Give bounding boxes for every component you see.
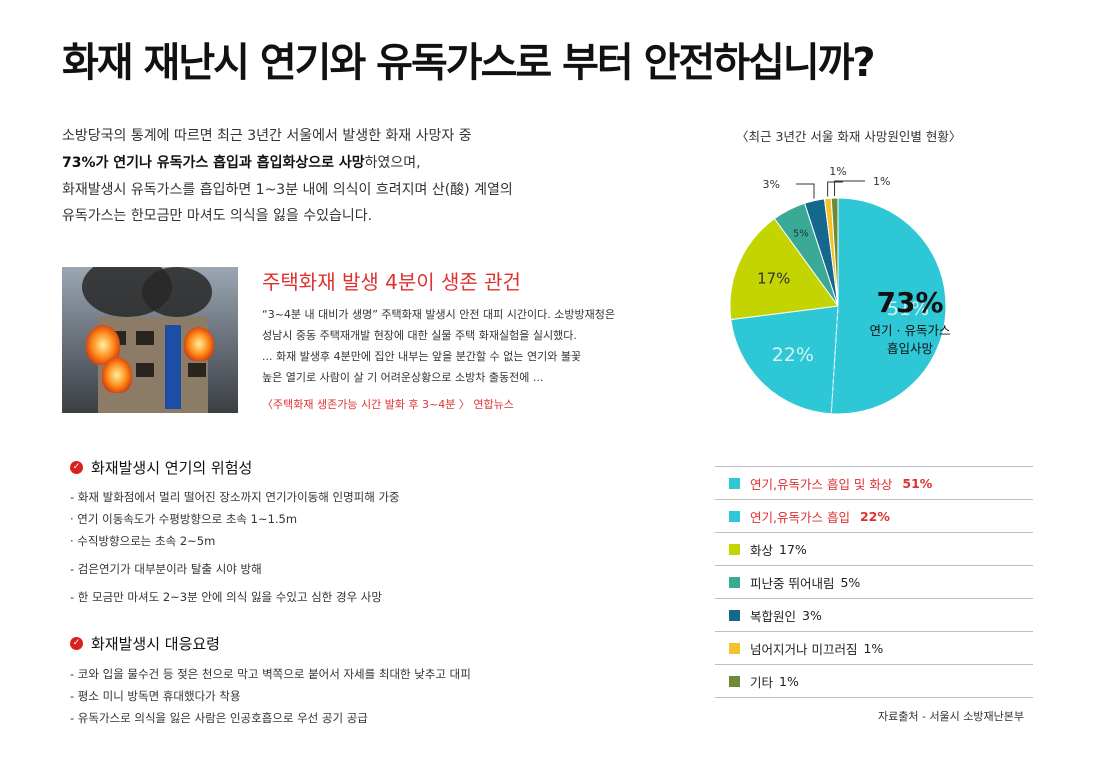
legend-label: 기타: [750, 674, 774, 690]
legend-value: 3%: [802, 607, 822, 623]
legend-swatch: [729, 675, 740, 687]
legend-label: 피난중 뛰어내림: [750, 575, 835, 591]
callout-line: [834, 180, 865, 197]
legend-row: 연기,유독가스 흡입 22%: [715, 499, 1033, 532]
news-line: 높은 열기로 사람이 살 기 어려운상황으로 소방차 출동전에 ...: [262, 371, 544, 384]
legend-swatch: [729, 576, 740, 588]
page-title: 화재 재난시 연기와 유독가스로 부터 안전하십니까?: [62, 40, 876, 86]
callout-line: [827, 181, 843, 197]
news-line: ... 화재 발생후 4분만에 집안 내부는 앞을 분간할 수 없는 연기와 불…: [262, 350, 582, 363]
callout-line: [796, 183, 815, 199]
intro-line-4: 유독가스는 한모금만 마셔도 의식을 잃을 수있습니다.: [62, 208, 373, 224]
legend-value: 1%: [779, 673, 799, 689]
legend-row: 연기,유독가스 흡입 및 화상 51%: [715, 466, 1033, 499]
chart-legend: 연기,유독가스 흡입 및 화상 51% 연기,유독가스 흡입 22% 화상 17% 피난중 …: [715, 466, 1033, 698]
check-icon: ✓: [70, 637, 83, 650]
slice-value-label: 51%: [887, 298, 929, 320]
pie-slice: [730, 305, 839, 415]
intro-line-2: 73%가 연기나 유독가스 흡입과 흡입화상으로 사망하였으며,: [62, 152, 421, 172]
section-title: 화재발생시 연기의 위험성: [91, 459, 253, 477]
news-line: 성남시 중동 주택재개발 현장에 대한 실물 주택 화재실험을 실시했다.: [262, 329, 577, 342]
intro-highlight: 73%가 연기나 유독가스 흡입과 흡입화상으로 사망: [62, 155, 365, 171]
legend-row: 기타 1%: [715, 664, 1033, 698]
legend-row: 넘어지거나 미끄러짐 1%: [715, 631, 1033, 664]
pie-slice: [729, 217, 839, 321]
legend-value: 17%: [779, 541, 807, 557]
slice-value-label: 5%: [793, 228, 809, 239]
legend-row: 복합원인 3%: [715, 598, 1033, 631]
legend-swatch: [729, 510, 740, 522]
news-title: 주택화재 발생 4분이 생존 관건: [262, 270, 521, 294]
section-heading-response: ✓ 화재발생시 대응요령: [70, 633, 220, 654]
bullet-item: - 화재 발화점에서 멀리 떨어진 장소까지 연기가이동해 인명피해 가중: [70, 490, 400, 504]
slice-value-label: 1%: [873, 175, 890, 188]
bullet-item: - 코와 입을 물수건 등 젖은 천으로 막고 벽쪽으로 붙어서 자세를 최대한…: [70, 667, 471, 681]
slice-value-label: 3%: [763, 178, 780, 191]
check-icon: ✓: [70, 461, 83, 474]
legend-row: 화상 17%: [715, 532, 1033, 565]
combined-caption: 흡입사망: [887, 341, 934, 356]
slice-value-label: 22%: [772, 344, 814, 366]
fire-photo: [62, 267, 238, 413]
bullet-item: - 유독가스로 의식을 잃은 사람은 인공호흡으로 우선 공기 공급: [70, 711, 368, 725]
bullet-item: · 연기 이동속도가 수평방향으로 초속 1~1.5m: [70, 512, 298, 526]
combined-caption: 연기 · 유독가스: [870, 323, 951, 338]
source-note: 자료출처 - 서울시 소방재난본부: [878, 710, 1025, 723]
legend-swatch: [729, 642, 740, 654]
combined-value-label: 73%: [876, 286, 943, 319]
pie-slice: [830, 197, 839, 307]
news-line: “3~4분 내 대비가 생명” 주택화재 발생시 안전 대피 시간이다. 소방방…: [262, 308, 615, 321]
news-caption: 〈주택화재 생존가능 시간 발화 후 3~4분 〉 연합뉴스: [262, 398, 514, 411]
legend-swatch: [729, 543, 740, 555]
legend-value: 5%: [840, 574, 861, 590]
chart-title: 〈최근 3년간 서울 화재 사망원인별 현황〉: [736, 129, 962, 144]
legend-row: 피난중 뛰어내림 5%: [715, 565, 1033, 598]
bullet-item: - 평소 미니 방독면 휴대했다가 착용: [70, 689, 241, 703]
legend-value: 22%: [859, 508, 890, 524]
slice-value-label: 1%: [829, 165, 846, 178]
legend-value: 51%: [902, 475, 933, 491]
legend-swatch: [729, 477, 740, 489]
legend-label: 화상: [750, 542, 774, 558]
legend-label: 연기,유독가스 흡입: [750, 509, 850, 525]
pie-slice: [830, 197, 947, 415]
legend-label: 연기,유독가스 흡입 및 화상: [750, 476, 893, 492]
intro-line-1: 소방당국의 통계에 따르면 최근 3년간 서울에서 발생한 화재 사망자 중: [62, 128, 472, 144]
section-heading-smoke-danger: ✓ 화재발생시 연기의 위험성: [70, 457, 252, 478]
legend-label: 복합원인: [750, 608, 797, 624]
slice-value-label: 17%: [757, 269, 790, 287]
legend-value: 1%: [863, 640, 884, 656]
legend-swatch: [729, 609, 740, 621]
section-title: 화재발생시 대응요령: [91, 635, 220, 653]
intro-line-3: 화재발생시 유독가스를 흡입하면 1~3분 내에 의식이 흐려지며 산(酸) 계…: [62, 182, 513, 198]
legend-label: 넘어지거나 미끄러짐: [750, 641, 858, 657]
bullet-item: - 검은연기가 대부분이라 탈출 시야 방해: [70, 562, 262, 576]
bullet-item: - 한 모금만 마셔도 2~3분 안에 의식 잃을 수있고 심한 경우 사망: [70, 590, 382, 604]
intro-line-2-rest: 하였으며,: [364, 155, 421, 171]
bullet-item: · 수직방향으로는 초속 2~5m: [70, 534, 216, 548]
